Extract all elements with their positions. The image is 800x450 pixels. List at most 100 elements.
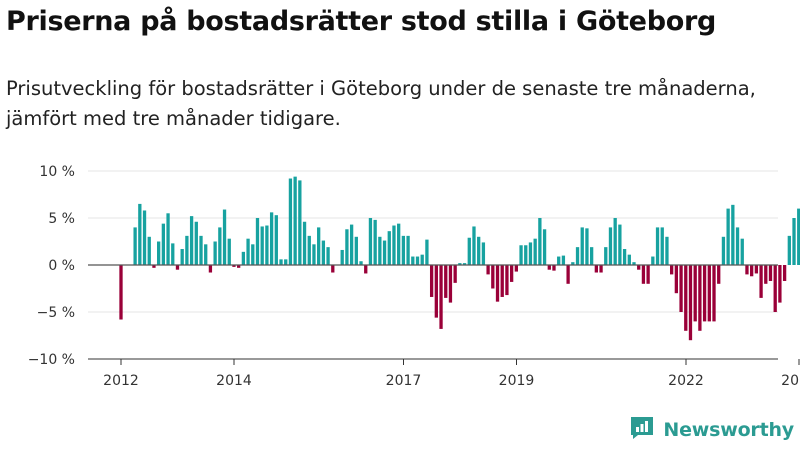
chart-bar — [768, 265, 773, 281]
chart-bar — [425, 239, 429, 265]
chart-bar — [604, 247, 608, 265]
chart-bar — [340, 249, 344, 265]
chart-bar — [552, 265, 556, 271]
chart-bar — [594, 265, 598, 273]
x-tick-label: 2017 — [386, 373, 422, 389]
chart-bar — [674, 265, 679, 294]
chart-bar — [585, 228, 589, 265]
chart-bar — [180, 249, 184, 265]
chart-bar — [237, 265, 241, 268]
chart-bar — [142, 210, 147, 265]
chart-bar — [434, 265, 438, 318]
chart-bar — [589, 247, 594, 265]
bars — [119, 176, 800, 341]
chart-bar — [608, 227, 613, 265]
chart-bar — [500, 265, 504, 297]
chart-bar — [622, 249, 627, 265]
chart-bar — [171, 243, 175, 265]
chart-bar — [368, 218, 373, 265]
chart-bar — [331, 265, 335, 273]
chart-bar — [232, 265, 236, 267]
chart-bar — [721, 236, 726, 265]
chart-bar — [392, 225, 396, 265]
chart-bar — [448, 265, 453, 303]
chart-bar — [505, 265, 509, 296]
chart-bar — [439, 265, 443, 329]
chart-bar — [458, 263, 462, 265]
chart-bar — [373, 219, 377, 265]
chart-bar — [491, 265, 495, 289]
chart-bar — [453, 265, 457, 283]
chart-bar — [382, 240, 387, 265]
chart-bar — [185, 235, 189, 265]
chart-bar — [364, 265, 368, 274]
chart-bar — [519, 245, 523, 265]
chart-bar — [665, 236, 669, 265]
chart-bar — [731, 204, 735, 265]
chart-bar — [175, 265, 180, 270]
chart-bar — [787, 235, 791, 265]
chart-bar — [495, 265, 500, 302]
chart-bar — [557, 256, 561, 265]
chart-bar — [641, 265, 646, 284]
chart-bar — [773, 265, 777, 312]
chart-bar — [745, 265, 749, 275]
chart-bar — [764, 265, 768, 284]
chart-bar — [321, 240, 326, 265]
brand-name: Newsworthy — [663, 419, 794, 441]
chart-bar — [288, 178, 293, 265]
chart-bar — [646, 265, 650, 284]
chart-bar — [378, 236, 382, 265]
chart-bar — [467, 237, 471, 265]
chart-bar — [688, 265, 693, 341]
chart-bar — [637, 265, 641, 270]
axes — [88, 264, 800, 365]
y-tick-label: 5 % — [48, 211, 75, 227]
chart-bar — [222, 209, 227, 265]
chart-bar — [481, 242, 486, 265]
x-tick-label: 2014 — [216, 373, 252, 389]
chart-bar — [627, 254, 631, 265]
chart-bar — [693, 265, 697, 322]
chart-bar — [726, 208, 730, 265]
chart-bar — [317, 227, 321, 265]
chart-bar — [415, 256, 420, 265]
chart-bar — [161, 223, 166, 265]
chart-bar — [157, 241, 161, 265]
chart-bar — [542, 229, 547, 265]
chart-bar — [702, 265, 707, 322]
chart-bar — [613, 218, 617, 265]
chart-bar — [472, 226, 476, 265]
x-tick-label: 2019 — [499, 373, 535, 389]
chart-bar — [528, 242, 533, 265]
brand-logo: Newsworthy — [629, 416, 794, 444]
y-tick-label: 0 % — [48, 258, 75, 274]
y-tick-label: 10 % — [39, 164, 75, 180]
chart-bar — [462, 263, 467, 265]
chart-bar — [486, 265, 490, 275]
chart-bar — [274, 215, 278, 265]
chart-bar — [227, 238, 231, 265]
chart-bar — [213, 241, 217, 265]
chart-bar — [312, 244, 316, 265]
chart-bar — [411, 256, 415, 265]
y-tick-label: −10 % — [28, 352, 75, 368]
chart-bar — [194, 221, 198, 265]
x-tick-label: 2022 — [668, 373, 704, 389]
chart-bar — [138, 203, 142, 265]
chart-bar — [204, 244, 208, 265]
chart-bar — [580, 227, 584, 265]
chart-bar — [660, 227, 664, 265]
chart-bar — [307, 235, 311, 265]
chart-bar — [255, 218, 260, 265]
chart-bar — [717, 265, 721, 284]
chart-bar — [401, 235, 406, 265]
chart-bar — [260, 226, 264, 265]
chart-bar — [251, 244, 255, 265]
chart-bar — [547, 265, 551, 270]
chart-bar — [797, 208, 800, 265]
chart-bar — [712, 265, 716, 322]
chart-bar — [429, 265, 434, 297]
chart-bar — [750, 265, 754, 277]
chart-bar — [133, 227, 137, 265]
